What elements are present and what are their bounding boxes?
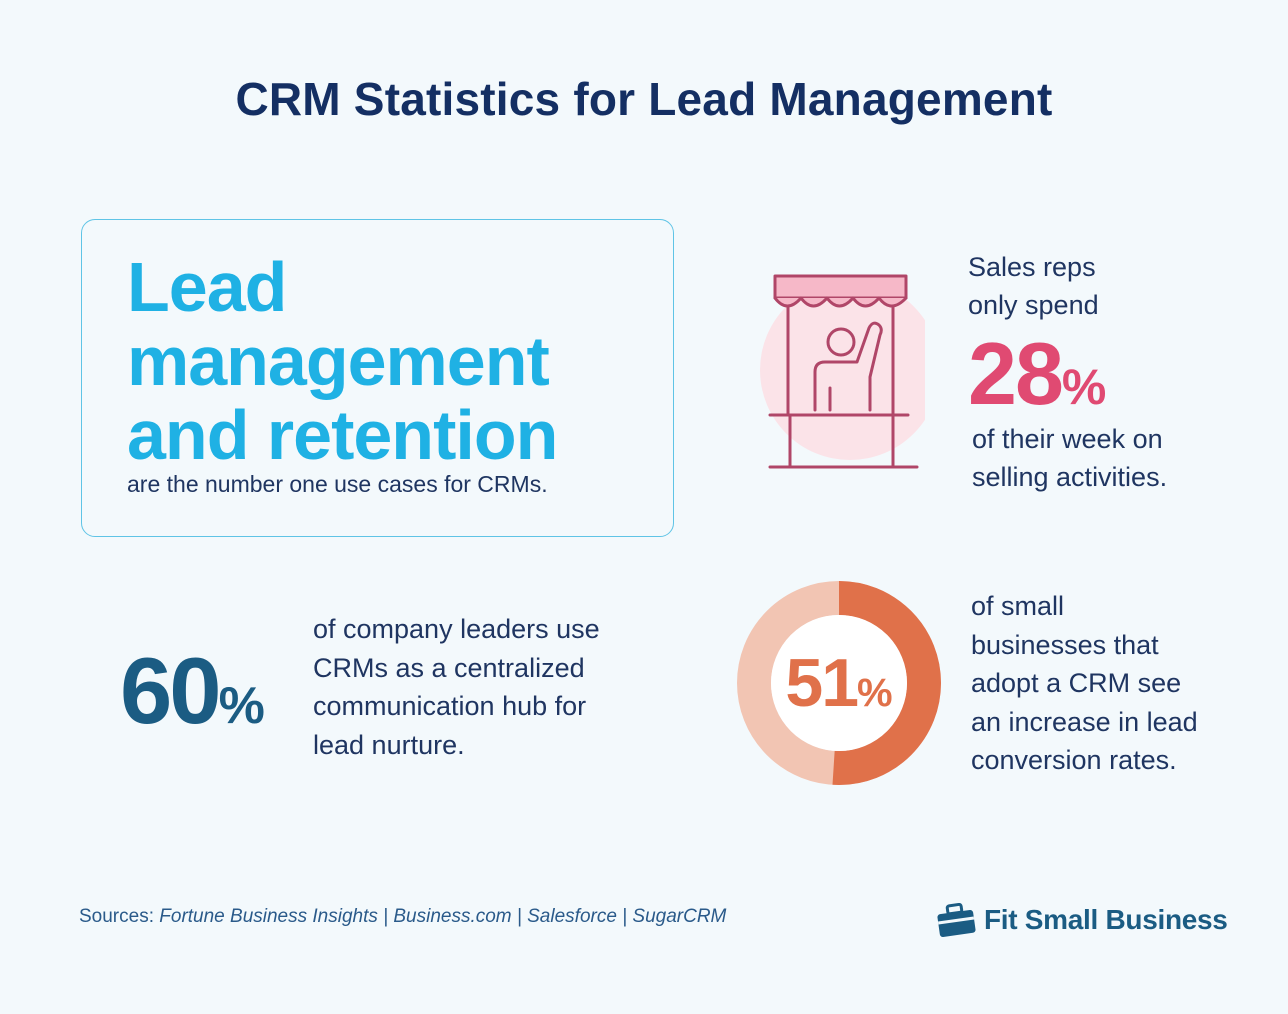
sales-reps-line2: only spend [968,290,1099,320]
stat-28-unit: % [1061,359,1107,415]
brand-logo: Fit Small Business [936,900,1228,940]
stat-51-value: 51 [785,645,859,721]
sources-line: Sources: Fortune Business Insights | Bus… [79,906,726,928]
brand-name: Fit Small Business [984,904,1228,935]
conversion-donut [737,581,941,785]
sources-list: Fortune Business Insights | Business.com… [159,906,727,927]
stat-60-value: 60 [120,638,222,743]
stat-51-unit: % [857,671,893,715]
stat-60-percent: 60% [120,636,265,761]
small-business-line5: conversion rates. [971,745,1177,775]
leaders-line1: of company leaders use [313,614,600,644]
small-business-text: of small businesses that adopt a CRM see… [971,587,1198,780]
stat-51-percent: 51% [736,630,942,746]
page-title: CRM Statistics for Lead Management [235,73,1053,125]
sales-reps-line1: Sales reps [968,252,1096,282]
lead-heading: Lead management and retention [127,248,558,474]
stat-28-value: 28 [968,324,1064,423]
stat-28-percent: 28% [968,324,1106,437]
small-business-line1: of small [971,591,1065,621]
leaders-line2: CRMs as a centralized [313,652,585,683]
small-business-line4: an increase in lead [971,706,1198,737]
lead-subtext: are the number one use cases for CRMs. [127,471,548,497]
briefcase-icon [937,903,976,937]
stat-60-unit: % [218,677,265,735]
lead-management-card: Lead management and retention are the nu… [81,219,674,537]
small-business-line3: adopt a CRM see [971,668,1182,698]
sales-reps-line4: selling activities. [972,462,1168,492]
sales-reps-outro: of their week on selling activities. [972,420,1167,496]
donut-arc [737,581,941,785]
small-business-line2: businesses that [971,629,1159,660]
leaders-text: of company leaders use CRMs as a central… [313,610,600,764]
leaders-line3: communication hub for [313,691,587,721]
leaders-line4: lead nurture. [313,729,465,760]
market-stand-icon [760,274,925,469]
sales-reps-intro: Sales reps only spend [968,248,1099,324]
sales-reps-line3: of their week on [972,424,1163,454]
sources-label: Sources: [79,906,154,927]
